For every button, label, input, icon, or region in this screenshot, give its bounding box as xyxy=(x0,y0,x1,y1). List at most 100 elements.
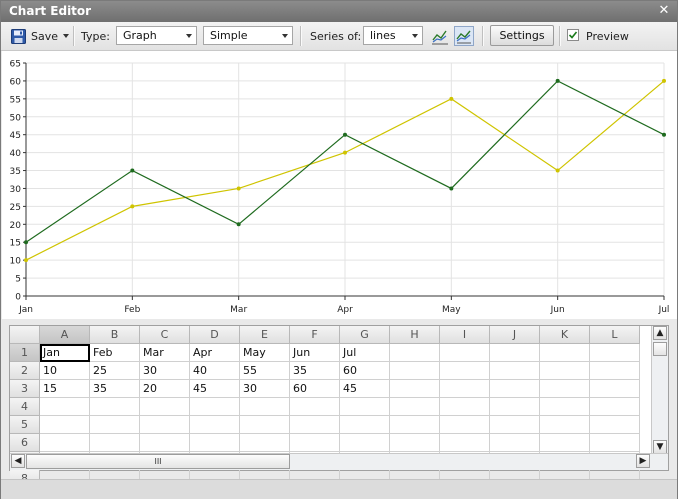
sheet-cell[interactable] xyxy=(440,380,490,398)
sheet-cell[interactable] xyxy=(40,434,90,452)
sheet-cell[interactable] xyxy=(490,344,540,362)
sheet-cell[interactable]: 55 xyxy=(240,362,290,380)
sheet-cell[interactable] xyxy=(240,434,290,452)
sheet-cell[interactable]: 45 xyxy=(190,380,240,398)
series-columns-button[interactable] xyxy=(454,22,474,50)
sheet-cell[interactable] xyxy=(240,398,290,416)
sheet-cell[interactable] xyxy=(90,416,140,434)
column-header-e[interactable]: E xyxy=(240,326,290,344)
sheet-cell[interactable]: Jul xyxy=(340,344,390,362)
title-bar[interactable]: Chart Editor ✕ xyxy=(1,1,677,22)
sheet-cell[interactable] xyxy=(390,416,440,434)
sheet-cell[interactable] xyxy=(590,398,640,416)
scroll-down-icon[interactable]: ▼ xyxy=(653,440,667,454)
row-header-5[interactable]: 5 xyxy=(10,416,40,434)
sheet-cell[interactable] xyxy=(590,434,640,452)
vertical-scroll-thumb[interactable] xyxy=(653,342,667,356)
sheet-cell[interactable] xyxy=(490,362,540,380)
column-header-d[interactable]: D xyxy=(190,326,240,344)
sheet-cell[interactable] xyxy=(340,416,390,434)
sheet-cell[interactable]: 60 xyxy=(290,380,340,398)
vertical-scrollbar[interactable]: ▲ ▼ xyxy=(651,326,668,454)
column-header-g[interactable]: G xyxy=(340,326,390,344)
sheet-cell[interactable] xyxy=(190,398,240,416)
active-cell[interactable]: Jan xyxy=(40,344,90,362)
sheet-cell[interactable]: 10 xyxy=(40,362,90,380)
sheet-cell[interactable] xyxy=(390,434,440,452)
sheet-cell[interactable] xyxy=(240,416,290,434)
column-header-b[interactable]: B xyxy=(90,326,140,344)
horizontal-scrollbar[interactable]: ◀ III ▶ xyxy=(10,453,668,470)
column-header-k[interactable]: K xyxy=(540,326,590,344)
column-header-c[interactable]: C xyxy=(140,326,190,344)
sheet-cell[interactable] xyxy=(440,362,490,380)
column-header-l[interactable]: L xyxy=(590,326,640,344)
sheet-cell[interactable]: 35 xyxy=(290,362,340,380)
row-header-1[interactable]: 1 xyxy=(10,344,40,362)
sheet-cell[interactable] xyxy=(190,416,240,434)
sheet-cell[interactable]: 35 xyxy=(90,380,140,398)
sheet-cell[interactable] xyxy=(540,380,590,398)
column-header-a[interactable]: A xyxy=(40,326,90,344)
sheet-cell[interactable] xyxy=(40,416,90,434)
sheet-cell[interactable] xyxy=(590,344,640,362)
sheet-cell[interactable] xyxy=(90,434,140,452)
sheet-cell[interactable] xyxy=(140,434,190,452)
sheet-cell[interactable] xyxy=(490,380,540,398)
sheet-cell[interactable]: Apr xyxy=(190,344,240,362)
scroll-left-icon[interactable]: ◀ xyxy=(11,454,25,468)
scroll-right-icon[interactable]: ▶ xyxy=(636,454,650,468)
column-header-f[interactable]: F xyxy=(290,326,340,344)
sheet-cell[interactable] xyxy=(440,344,490,362)
sheet-cell[interactable]: May xyxy=(240,344,290,362)
sheet-cell[interactable]: 25 xyxy=(90,362,140,380)
column-header-h[interactable]: H xyxy=(390,326,440,344)
close-icon[interactable]: ✕ xyxy=(658,3,670,18)
sheet-cell[interactable] xyxy=(540,398,590,416)
preview-checkbox[interactable] xyxy=(567,29,579,41)
sheet-cell[interactable]: 60 xyxy=(340,362,390,380)
series-select[interactable]: lines xyxy=(363,26,423,45)
sheet-cell[interactable] xyxy=(290,416,340,434)
sheet-cell[interactable] xyxy=(590,380,640,398)
column-header-i[interactable]: I xyxy=(440,326,490,344)
sheet-cell[interactable] xyxy=(190,434,240,452)
row-header-6[interactable]: 6 xyxy=(10,434,40,452)
sheet-cell[interactable]: Jun xyxy=(290,344,340,362)
sheet-cell[interactable]: Mar xyxy=(140,344,190,362)
sheet-cell[interactable]: 15 xyxy=(40,380,90,398)
sheet-cell[interactable] xyxy=(590,362,640,380)
sheet-cell[interactable] xyxy=(540,434,590,452)
sheet-cell[interactable]: 20 xyxy=(140,380,190,398)
row-header-4[interactable]: 4 xyxy=(10,398,40,416)
sheet-cell[interactable] xyxy=(140,416,190,434)
sheet-cell[interactable]: 40 xyxy=(190,362,240,380)
save-button[interactable]: Save xyxy=(11,22,70,50)
sheet-cell[interactable] xyxy=(390,380,440,398)
sheet-cell[interactable] xyxy=(390,362,440,380)
select-all-corner[interactable] xyxy=(10,326,40,344)
sheet-cell[interactable]: 30 xyxy=(240,380,290,398)
preview-label[interactable]: Preview xyxy=(586,29,629,43)
subtype-select[interactable]: Simple xyxy=(203,26,293,45)
sheet-cell[interactable] xyxy=(540,362,590,380)
sheet-cell[interactable] xyxy=(440,398,490,416)
sheet-cell[interactable] xyxy=(540,416,590,434)
column-header-j[interactable]: J xyxy=(490,326,540,344)
sheet-cell[interactable]: 45 xyxy=(340,380,390,398)
sheet-cell[interactable] xyxy=(490,434,540,452)
sheet-cell[interactable] xyxy=(290,434,340,452)
sheet-cell[interactable]: Feb xyxy=(90,344,140,362)
sheet-cell[interactable] xyxy=(390,344,440,362)
sheet-cell[interactable] xyxy=(490,416,540,434)
sheet-cell[interactable] xyxy=(440,434,490,452)
horizontal-scroll-thumb[interactable]: III xyxy=(26,454,290,469)
sheet-cell[interactable] xyxy=(490,398,540,416)
sheet-cell[interactable]: 30 xyxy=(140,362,190,380)
type-select[interactable]: Graph xyxy=(116,26,197,45)
sheet-cell[interactable] xyxy=(90,398,140,416)
scroll-up-icon[interactable]: ▲ xyxy=(653,326,667,340)
sheet-cell[interactable] xyxy=(390,398,440,416)
row-header-3[interactable]: 3 xyxy=(10,380,40,398)
sheet-cell[interactable] xyxy=(140,398,190,416)
